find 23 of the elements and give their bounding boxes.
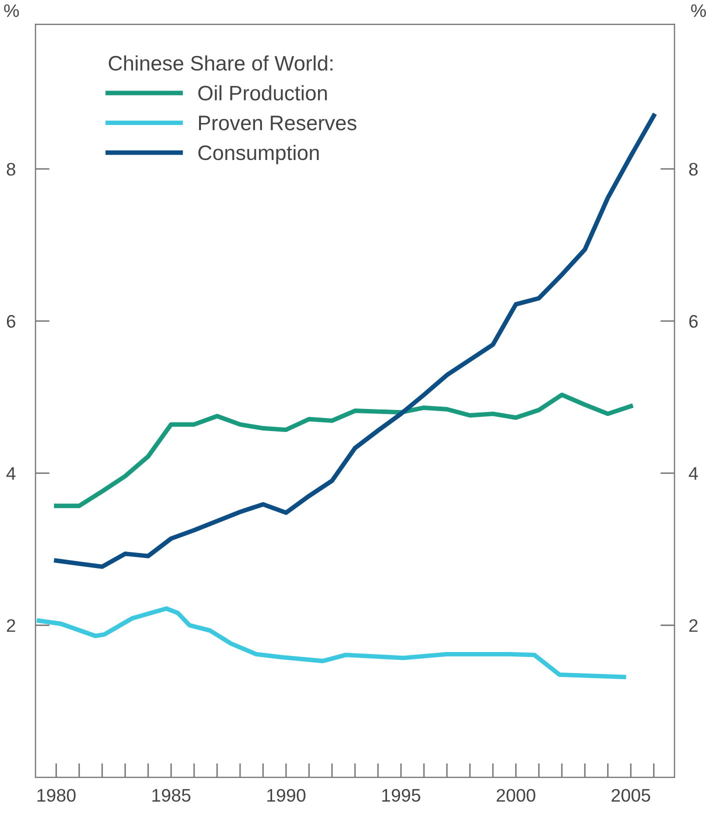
y-tick-label: 4 xyxy=(6,467,16,480)
line-series xyxy=(54,392,634,508)
line-series xyxy=(54,113,656,569)
x-tick-label: 2000 xyxy=(496,788,536,802)
y2-tick-label: 4 xyxy=(688,467,698,480)
legend-label: Oil Production xyxy=(198,85,327,100)
y2-tick-label: 8 xyxy=(689,162,698,176)
legend-title: Chinese Share of World: xyxy=(108,55,332,71)
x-tick-label: 1980 xyxy=(37,788,76,802)
x-tick-label: 1990 xyxy=(267,788,306,802)
x-tick-label: 2005 xyxy=(612,788,650,802)
y-tick-label: 6 xyxy=(6,314,16,328)
legend-label: Proven Reserves xyxy=(199,116,356,130)
y-tick-label: 8 xyxy=(6,162,16,176)
y2-tick-label: 6 xyxy=(689,314,698,328)
y2-tick-label: 2 xyxy=(689,619,698,632)
line-series xyxy=(36,606,626,680)
y2-axis-title: % xyxy=(691,4,706,18)
y-tick-label: 2 xyxy=(6,619,16,632)
x-tick-label: 1985 xyxy=(152,788,190,802)
x-tick-label: 1995 xyxy=(382,788,420,802)
y-axis-title: % xyxy=(4,4,19,18)
legend-label: Consumption xyxy=(198,144,319,164)
